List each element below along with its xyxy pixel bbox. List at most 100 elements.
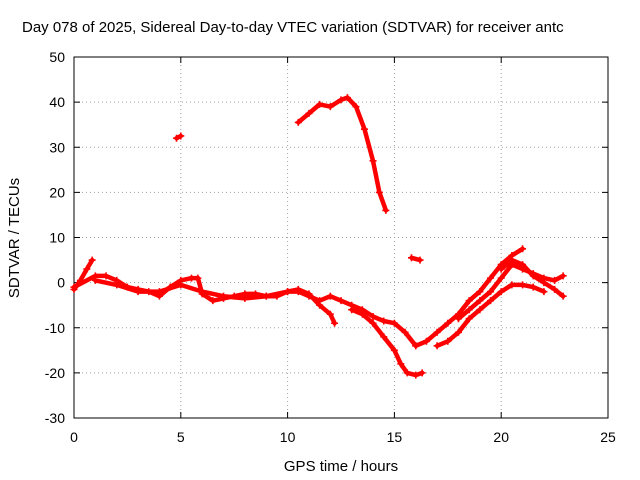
y-tick-label: -30 [45, 410, 65, 426]
series-track-11 [497, 256, 567, 300]
y-tick-label: 0 [57, 275, 65, 291]
data-point [403, 369, 411, 377]
data-point [262, 292, 270, 300]
data-point [454, 315, 462, 323]
series-track-9 [433, 281, 548, 350]
data-point [497, 288, 505, 296]
data-point [113, 281, 121, 289]
data-point [369, 157, 377, 165]
data-point [422, 337, 430, 345]
data-point [88, 256, 96, 264]
y-tick-label: 20 [49, 184, 65, 200]
data-point [433, 328, 441, 336]
data-point [337, 96, 345, 104]
data-point [540, 279, 548, 287]
series-line [296, 95, 389, 213]
data-point [198, 288, 206, 296]
x-tick-label: 20 [493, 429, 509, 445]
data-point [418, 369, 426, 377]
data-point [348, 306, 356, 314]
x-axis-label: GPS time / hours [284, 458, 398, 475]
data-point [519, 281, 527, 289]
data-point [331, 319, 339, 327]
data-point [382, 206, 390, 214]
data-point [487, 288, 495, 296]
ticks: 0 5 10 15 20 25 -30 -20 -10 0 10 20 30 40 50 [45, 49, 616, 445]
data-point [551, 276, 559, 284]
data-point [476, 297, 484, 305]
series-track-3 [91, 276, 339, 327]
data-point [529, 283, 537, 291]
data-point [390, 319, 398, 327]
data-point [540, 288, 548, 296]
series-track-2 [70, 272, 420, 350]
data-point [497, 274, 505, 282]
data-point [209, 297, 217, 305]
series-track-8 [412, 245, 527, 350]
data-point [316, 100, 324, 108]
data-point [358, 310, 366, 318]
y-tick-label: 30 [49, 139, 65, 155]
data-point [508, 256, 516, 264]
data-point [187, 274, 195, 282]
data-point [444, 319, 452, 327]
grid [74, 57, 608, 418]
data-point [476, 306, 484, 314]
series-track-6 [294, 94, 390, 214]
y-tick-label: 10 [49, 230, 65, 246]
data-point [412, 371, 420, 379]
data-point [487, 274, 495, 282]
data-point [177, 132, 185, 140]
data-point [519, 245, 527, 253]
data-point [519, 261, 527, 269]
data-point [407, 254, 415, 262]
data-point [416, 256, 424, 264]
data-point [70, 283, 78, 291]
series-track-5 [173, 132, 185, 142]
data-point [390, 346, 398, 354]
data-point [337, 297, 345, 305]
data-point [294, 118, 302, 126]
data-point [294, 285, 302, 293]
x-tick-label: 15 [387, 429, 403, 445]
y-tick-label: 40 [49, 94, 65, 110]
data-point [454, 328, 462, 336]
y-tick-label: -10 [45, 320, 65, 336]
data-point [559, 272, 567, 280]
data-point [305, 109, 313, 117]
data-point [305, 290, 313, 298]
data-point [551, 285, 559, 293]
data-point [497, 265, 505, 273]
data-point [102, 272, 110, 280]
data-point [177, 281, 185, 289]
data-point [284, 288, 292, 296]
series-group [70, 94, 567, 379]
data-point [401, 328, 409, 336]
data-point [352, 103, 360, 111]
chart-title: Day 078 of 2025, Sidereal Day-to-day VTE… [22, 19, 564, 36]
data-point [173, 134, 181, 142]
data-point [220, 292, 228, 300]
data-point [380, 317, 388, 325]
data-point [412, 342, 420, 350]
data-point [508, 281, 516, 289]
data-point [155, 288, 163, 296]
data-point [326, 310, 334, 318]
data-point [476, 288, 484, 296]
y-axis-label: SDTVAR / TECUs [6, 178, 23, 298]
data-point [444, 337, 452, 345]
data-point [465, 297, 473, 305]
series-track-7 [407, 254, 424, 264]
data-point [380, 333, 388, 341]
data-point [433, 342, 441, 350]
data-point [465, 315, 473, 323]
x-tick-label: 0 [70, 429, 78, 445]
data-point [326, 103, 334, 111]
data-point [559, 292, 567, 300]
x-tick-label: 25 [600, 429, 616, 445]
x-tick-label: 5 [177, 429, 185, 445]
data-point [465, 306, 473, 314]
y-tick-label: 50 [49, 49, 65, 65]
data-point [91, 276, 99, 284]
